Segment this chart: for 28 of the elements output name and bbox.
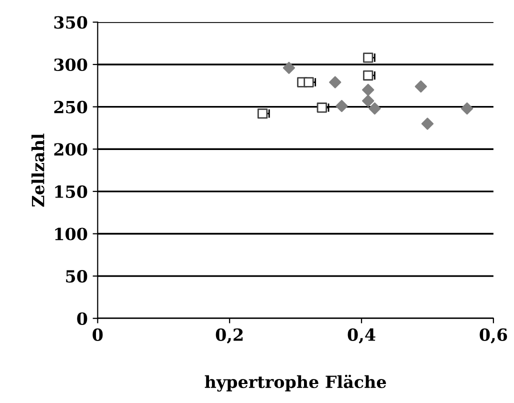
x-tick-label: 0 [92, 328, 103, 341]
point [329, 76, 342, 88]
point [282, 62, 296, 74]
y-tick-label: 300 [54, 58, 88, 72]
y-axis-title: Zellzahl [31, 134, 44, 207]
y-tick-label: 200 [54, 143, 88, 156]
y-tick-label: 150 [55, 185, 88, 198]
y-tick-label: 350 [54, 16, 88, 29]
point [368, 102, 381, 115]
point [336, 100, 348, 112]
y-tick-label: 250 [54, 100, 88, 114]
y-tick-label: 50 [66, 270, 88, 283]
point [304, 77, 314, 88]
point [363, 52, 374, 63]
x-tick-label: 0,2 [216, 328, 243, 344]
point [316, 102, 328, 113]
y-tick-label: 100 [55, 228, 88, 240]
point [363, 70, 374, 81]
x-tick-label: 0,6 [480, 328, 508, 344]
y-tick-label: 0 [77, 312, 88, 325]
point [362, 84, 374, 96]
x-tick-label: 0,4 [348, 328, 376, 344]
point [460, 102, 474, 115]
point [362, 94, 374, 107]
x-axis-title: hypertrophe Fläche [204, 374, 386, 392]
point [421, 118, 434, 130]
point [257, 108, 268, 119]
point [414, 80, 427, 93]
